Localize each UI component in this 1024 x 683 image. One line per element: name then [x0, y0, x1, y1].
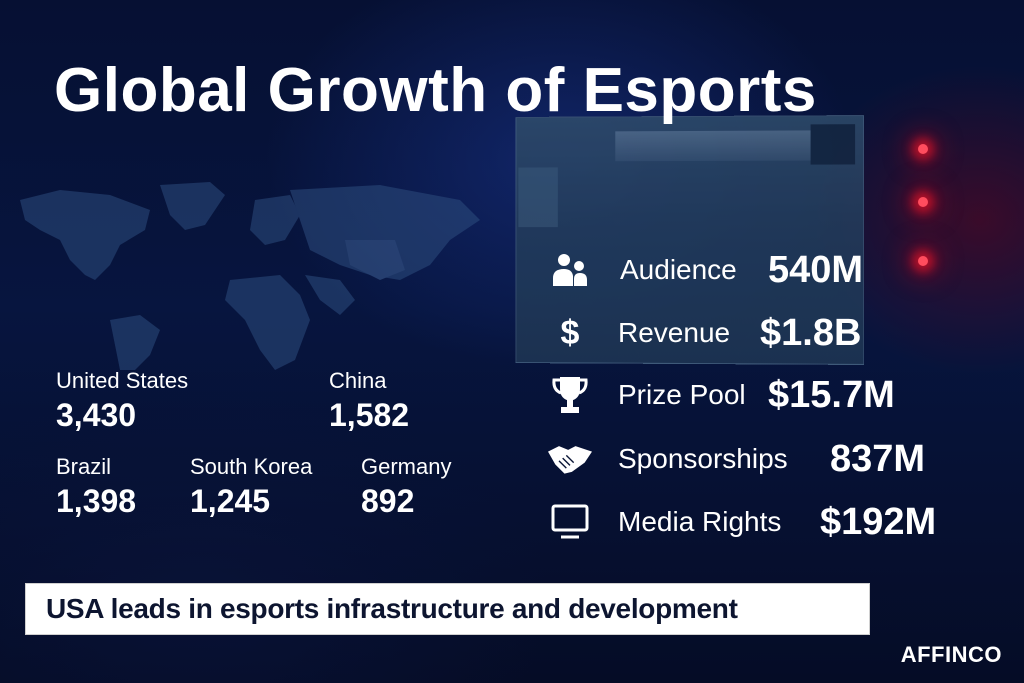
trophy-icon [548, 375, 592, 415]
country-value: 1,582 [329, 397, 410, 433]
country-brazil: Brazil 1,398 [56, 454, 136, 520]
stat-revenue: $ Revenue $1.8B [548, 308, 862, 358]
screen-ceiling [615, 130, 816, 162]
red-light [918, 144, 928, 154]
audience-icon [548, 250, 592, 290]
red-light [918, 197, 928, 207]
stat-media-rights: Media Rights $192M [548, 497, 936, 547]
dollar-icon: $ [560, 313, 580, 352]
screen-minimap [810, 124, 856, 165]
country-china: China 1,582 [329, 368, 409, 434]
country-name: Brazil [56, 454, 112, 479]
country-south-korea: South Korea 1,245 [190, 454, 312, 520]
brand-logo: AFFINCO [900, 642, 1002, 667]
stat-value: $192M [820, 500, 937, 543]
stat-value: $1.8B [760, 311, 862, 354]
stat-label: Audience [620, 254, 737, 285]
world-map [20, 182, 480, 370]
country-name: China [329, 368, 387, 393]
stat-label: Sponsorships [618, 443, 788, 474]
country-name: United States [56, 368, 189, 393]
stat-audience: Audience 540M [548, 245, 863, 295]
stat-value: $15.7M [768, 373, 895, 416]
country-value: 3,430 [56, 397, 137, 433]
screen-sidepanel [518, 167, 558, 228]
stat-label: Prize Pool [618, 379, 746, 410]
monitor-icon [548, 502, 592, 542]
stat-value: 837M [830, 437, 926, 480]
country-united-states: United States 3,430 [56, 368, 188, 434]
red-light [918, 256, 928, 266]
page-title: Global Growth of Esports [54, 56, 817, 125]
stat-prize-pool: Prize Pool $15.7M [548, 370, 895, 420]
headline-banner: USA leads in esports infrastructure and … [25, 583, 870, 635]
country-name: Germany [361, 454, 452, 479]
stat-sponsorships: Sponsorships 837M [548, 434, 925, 484]
stat-value: 540M [768, 248, 864, 291]
country-name: South Korea [190, 454, 313, 479]
handshake-icon [548, 439, 592, 479]
stat-label: Media Rights [618, 506, 782, 537]
country-value: 1,398 [56, 483, 137, 519]
stat-label: Revenue [618, 317, 731, 348]
country-value: 892 [361, 483, 415, 519]
country-germany: Germany 892 [361, 454, 451, 520]
country-value: 1,245 [190, 483, 271, 519]
